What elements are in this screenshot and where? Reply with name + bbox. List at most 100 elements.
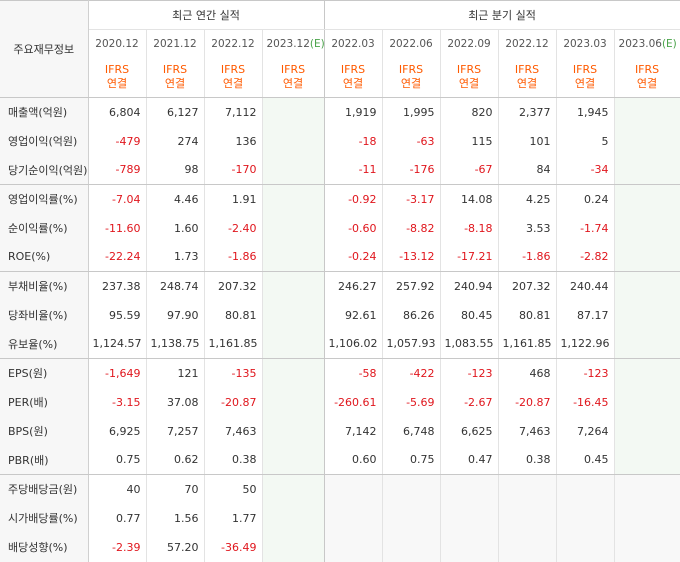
quarter-value: 207.32 (498, 271, 557, 301)
annual-value: -2.39 (88, 532, 147, 562)
quarter-value: 80.81 (498, 300, 557, 330)
quarter-empty (324, 474, 383, 504)
quarter-value: -8.18 (440, 213, 499, 243)
table-row: 유보율(%) 1,124.57 1,138.75 1,161.85 1,106.02 1,… (0, 329, 680, 359)
annual-value (262, 155, 325, 185)
annual-value: 1.91 (204, 184, 263, 214)
quarter-empty (440, 474, 499, 504)
annual-value (262, 503, 325, 533)
quarter-value: 246.27 (324, 271, 383, 301)
ifrs-line1: IFRS (162, 63, 188, 77)
quarter-value: -67 (440, 155, 499, 185)
quarter-value: -3.17 (382, 184, 441, 214)
ifrs-line1: IFRS (514, 63, 540, 77)
row-label: 시가배당률(%) (0, 503, 89, 533)
quarter-value: -8.82 (382, 213, 441, 243)
annual-value: 237.38 (88, 271, 147, 301)
quarter-value: -5.69 (382, 387, 441, 417)
annual-value: 80.81 (204, 300, 263, 330)
quarter-value: -2.82 (556, 242, 615, 272)
quarter-empty (498, 532, 557, 562)
annual-value (262, 97, 325, 127)
annual-value: 4.46 (146, 184, 205, 214)
quarter-empty (440, 532, 499, 562)
quarter-value (614, 271, 680, 301)
ifrs-label: IFRS 연결 (324, 57, 383, 98)
row-label: 부채비율(%) (0, 271, 89, 301)
annual-value: 40 (88, 474, 147, 504)
quarter-value: -1.86 (498, 242, 557, 272)
ifrs-line1: IFRS (572, 63, 598, 77)
row-label: PBR(배) (0, 445, 89, 475)
row-label: 유보율(%) (0, 329, 89, 359)
quarter-value (614, 387, 680, 417)
quarter-value: -16.45 (556, 387, 615, 417)
annual-value: 1,138.75 (146, 329, 205, 359)
period-header-estimate: 2023.06(E) (614, 29, 680, 58)
quarter-value (614, 300, 680, 330)
quarter-value (614, 416, 680, 446)
quarter-value (614, 242, 680, 272)
ifrs-line2: 연결 (516, 77, 538, 91)
quarter-value (614, 184, 680, 214)
table-row: PBR(배) 0.75 0.62 0.38 0.60 0.75 0.47 0.38 0.45 (0, 445, 680, 475)
table-row: 배당성향(%) -2.39 57.20 -36.49 (0, 532, 680, 562)
ifrs-line1: IFRS (456, 63, 482, 77)
ifrs-line1: IFRS (398, 63, 424, 77)
annual-value (262, 271, 325, 301)
ifrs-label: IFRS 연결 (204, 57, 263, 98)
quarter-value: 257.92 (382, 271, 441, 301)
annual-value: 6,127 (146, 97, 205, 127)
table-row: 당기순이익(억원) -789 98 -170 -11 -176 -67 84 -34 (0, 155, 680, 185)
annual-value (262, 242, 325, 272)
ifrs-line2: 연결 (574, 77, 596, 91)
annual-value: 7,112 (204, 97, 263, 127)
quarter-value: -11 (324, 155, 383, 185)
annual-value: 207.32 (204, 271, 263, 301)
annual-value: -170 (204, 155, 263, 185)
ifrs-line2: 연결 (164, 77, 186, 91)
row-label: 영업이익률(%) (0, 184, 89, 214)
annual-value: 1,124.57 (88, 329, 147, 359)
period-header: 2022.03 (324, 29, 383, 58)
quarter-value: -17.21 (440, 242, 499, 272)
quarter-value: 6,748 (382, 416, 441, 446)
annual-value: 0.75 (88, 445, 147, 475)
quarter-value: 7,264 (556, 416, 615, 446)
row-label: PER(배) (0, 387, 89, 417)
quarter-empty (498, 503, 557, 533)
quarter-value: -2.67 (440, 387, 499, 417)
annual-value: 6,804 (88, 97, 147, 127)
annual-value: 57.20 (146, 532, 205, 562)
quarter-value: -1.74 (556, 213, 615, 243)
annual-value: -11.60 (88, 213, 147, 243)
period-header: 2022.12 (204, 29, 263, 58)
period-header: 2020.12 (88, 29, 147, 58)
table-row: 시가배당률(%) 0.77 1.56 1.77 (0, 503, 680, 533)
quarter-value: 468 (498, 358, 557, 388)
row-label: 배당성향(%) (0, 532, 89, 562)
annual-value: 1.77 (204, 503, 263, 533)
table-row: EPS(원) -1,649 121 -135 -58 -422 -123 468 -123 (0, 358, 680, 388)
quarter-value (614, 329, 680, 359)
estimate-marker: (E) (309, 37, 325, 50)
annual-value: 274 (146, 126, 205, 156)
quarter-value: 80.45 (440, 300, 499, 330)
table-row: 부채비율(%) 237.38 248.74 207.32 246.27 257.92 240… (0, 271, 680, 301)
quarter-value: 1,945 (556, 97, 615, 127)
quarter-value: 87.17 (556, 300, 615, 330)
quarter-value: 5 (556, 126, 615, 156)
annual-value: 1.73 (146, 242, 205, 272)
quarter-value: 1,122.96 (556, 329, 615, 359)
row-label: ROE(%) (0, 242, 89, 272)
quarter-title: 최근 분기 실적 (324, 0, 680, 30)
annual-value (262, 213, 325, 243)
quarter-value: -0.60 (324, 213, 383, 243)
annual-title: 최근 연간 실적 (88, 0, 325, 30)
quarter-value (614, 97, 680, 127)
quarter-value: 7,142 (324, 416, 383, 446)
annual-value: 70 (146, 474, 205, 504)
annual-value: 7,257 (146, 416, 205, 446)
quarter-empty (382, 474, 441, 504)
